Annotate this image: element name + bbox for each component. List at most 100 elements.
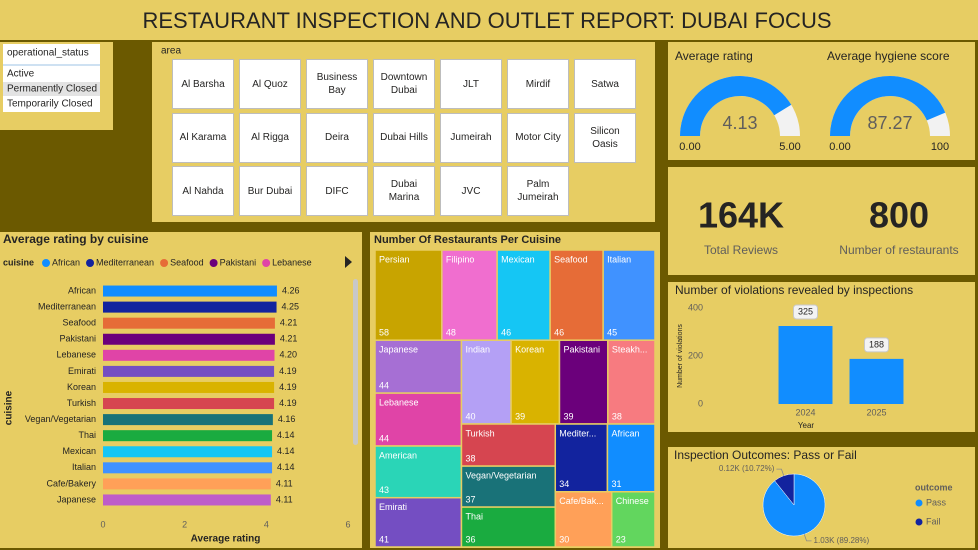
slicer-item[interactable]: Permanently Closed xyxy=(7,84,97,95)
treemap-tile xyxy=(554,491,613,548)
tile-value: 43 xyxy=(379,485,389,495)
kpi-value: 164K xyxy=(698,195,784,236)
data-label: 4.19 xyxy=(279,382,297,392)
area-button[interactable]: JLT xyxy=(440,59,502,109)
tile-value: 39 xyxy=(563,411,573,421)
area-button[interactable]: Mirdif xyxy=(507,59,569,109)
legend-swatch xyxy=(86,259,95,267)
tile-value: 23 xyxy=(616,534,626,544)
tile-value: 36 xyxy=(465,534,475,544)
data-label: 188 xyxy=(869,339,884,349)
slicer-box xyxy=(3,44,100,112)
area-button[interactable]: Silicon Oasis xyxy=(574,112,636,163)
tile-value: 46 xyxy=(554,328,564,338)
tile-label: Indian xyxy=(465,345,490,355)
area-button[interactable]: Al Karama xyxy=(172,112,234,163)
y-tick-label: Cafe/Bakery xyxy=(46,478,96,488)
page-title: RESTAURANT INSPECTION AND OUTLET REPORT:… xyxy=(142,8,831,33)
legend-swatch xyxy=(262,259,271,267)
bar xyxy=(103,414,273,426)
area-button[interactable]: Al Nahda xyxy=(172,166,234,216)
data-label: 4.19 xyxy=(279,398,297,408)
tile-label: Steakh... xyxy=(612,345,648,355)
pie-slice xyxy=(774,473,795,506)
legend-swatch xyxy=(42,259,51,267)
tile-value: 38 xyxy=(612,411,622,421)
area-button[interactable]: Downtown Dubai xyxy=(373,59,435,109)
area-button[interactable]: Satwa xyxy=(574,59,636,109)
area-button[interactable]: DIFC xyxy=(306,166,368,216)
tile-label: Mexican xyxy=(501,254,535,264)
y-tick-label: Korean xyxy=(67,382,96,392)
area-button[interactable]: Bur Dubai xyxy=(239,166,301,216)
slicer-item[interactable]: Active xyxy=(7,69,35,80)
area-button[interactable]: Business Bay xyxy=(306,59,368,109)
tile-value: 45 xyxy=(607,328,617,338)
y-tick-label: 0 xyxy=(698,398,703,408)
area-button[interactable]: Dubai Hills xyxy=(373,112,435,163)
area-button[interactable]: Dubai Marina xyxy=(373,166,435,216)
bar xyxy=(103,494,271,506)
tile-label: Korean xyxy=(515,345,544,355)
treemap-tile xyxy=(374,445,463,499)
bar xyxy=(103,333,275,345)
slicer-title: area xyxy=(161,46,181,57)
tile-label: Italian xyxy=(607,254,631,264)
bar xyxy=(778,326,833,404)
legend-label: Lebanese xyxy=(272,257,312,267)
chart-title: Number Of Restaurants Per Cuisine xyxy=(374,234,561,246)
leader-line xyxy=(776,468,785,476)
x-tick-label: 2024 xyxy=(795,407,815,417)
y-tick-label: Emirati xyxy=(68,366,96,376)
x-axis-label: Year xyxy=(798,421,815,430)
tile-label: Chinese xyxy=(616,496,649,506)
legend-label: Pakistani xyxy=(220,257,257,267)
gauge-value-label: 4.13 xyxy=(722,113,757,133)
x-tick-label: 6 xyxy=(345,519,350,529)
area-button[interactable]: Motor City xyxy=(507,112,569,163)
data-label-box xyxy=(864,337,889,353)
area-button[interactable]: Deira xyxy=(306,112,368,163)
scrollbar xyxy=(353,279,358,445)
data-label: 4.25 xyxy=(282,301,300,311)
tile-value: 44 xyxy=(379,380,389,390)
y-tick-label: 200 xyxy=(688,350,703,360)
legend-label: African xyxy=(52,257,80,267)
area-button[interactable]: JVC xyxy=(440,166,502,216)
kpi-label: Number of restaurants xyxy=(839,243,958,257)
x-axis-label: Average rating xyxy=(191,534,261,545)
chart-title: Inspection Outcomes: Pass or Fail xyxy=(674,448,857,462)
data-label: 4.14 xyxy=(277,446,295,456)
area-button[interactable]: Al Barsha xyxy=(172,59,234,109)
gauge-tick-label: 100 xyxy=(931,141,949,153)
legend-swatch xyxy=(160,259,169,267)
panel xyxy=(668,167,975,275)
treemap-tile xyxy=(554,423,609,493)
tile-value: 40 xyxy=(465,411,475,421)
legend-swatch xyxy=(209,259,218,267)
slicer-item[interactable]: Temporarily Closed xyxy=(7,99,93,110)
tile-value: 44 xyxy=(379,433,389,443)
legend-title: outcome xyxy=(915,482,953,492)
y-tick-label: Vegan/Vegetarian xyxy=(25,414,96,424)
x-tick-label: 2025 xyxy=(866,407,886,417)
area-button[interactable]: Al Quoz xyxy=(239,59,301,109)
title-bar xyxy=(0,0,978,40)
gauge-tick-label: 0.00 xyxy=(829,141,850,153)
bar xyxy=(103,381,275,393)
legend-arrow xyxy=(345,256,352,268)
treemap-tile xyxy=(460,506,557,548)
data-label: 4.19 xyxy=(279,366,297,376)
data-label: 4.21 xyxy=(280,318,298,328)
area-button[interactable]: Al Rigga xyxy=(239,112,301,163)
area-button[interactable]: Jumeirah xyxy=(440,112,502,163)
chart-title: Average rating by cuisine xyxy=(3,232,149,246)
y-tick-label: Mediterranean xyxy=(38,301,96,311)
tile-value: 39 xyxy=(515,411,525,421)
gauge-value xyxy=(829,75,946,136)
area-button[interactable]: Palm Jumeirah xyxy=(507,166,569,216)
y-axis-label: cuisine xyxy=(4,390,15,425)
data-label: 0.12K (10.72%) xyxy=(719,464,775,473)
treemap-tile xyxy=(374,249,443,341)
kpi-label: Total Reviews xyxy=(704,243,778,257)
